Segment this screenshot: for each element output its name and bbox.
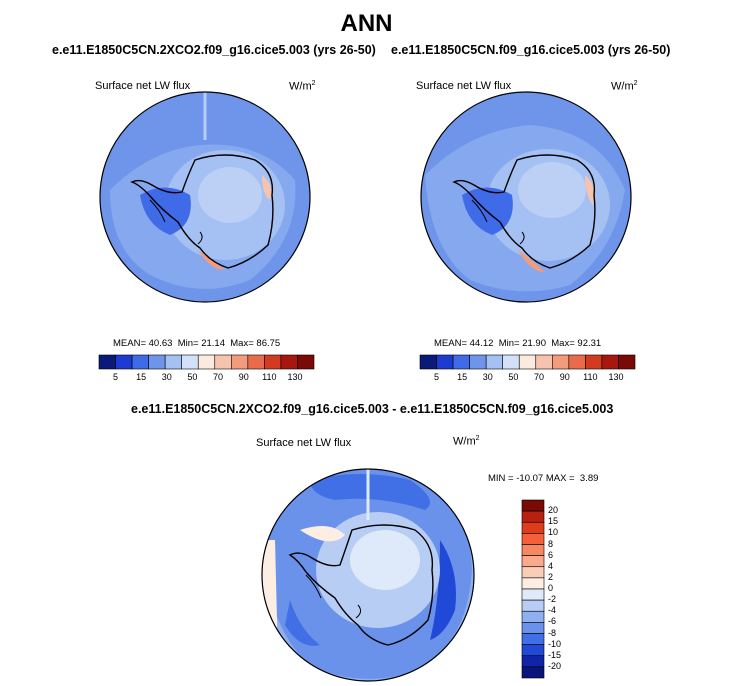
diff-colorbar-swatch (521, 655, 545, 668)
diff-colorbar-swatch (521, 521, 545, 534)
panel-1-units-label: W/m2 (289, 80, 316, 93)
diff-colorbar-swatch (521, 566, 545, 579)
diff-colorbar-tick-label: -20 (548, 660, 562, 671)
panel-2-colorbar-tick-label: 50 (508, 372, 519, 382)
panel-2-colorbar-swatch (618, 354, 636, 370)
diff-colorbar-tick-label: 2 (548, 571, 554, 582)
diff-colorbar-tick-label: -15 (548, 649, 562, 660)
diff-colorbar-tick-label: 20 (548, 505, 559, 516)
panel-1-colorbar-swatch (297, 354, 315, 370)
panel-2-colorbar-tick-label: 90 (559, 372, 570, 382)
panel-2-colorbar-tick-label: 130 (608, 372, 624, 382)
panel-2-antarctica-outline (452, 154, 596, 269)
panel-2-colorbar (419, 354, 636, 370)
diff-colorbar-tick-label: 15 (548, 516, 559, 527)
panel-1-variable-label: Surface net LW flux (95, 80, 191, 92)
panel-2-colorbar-tick-label: 5 (434, 372, 440, 382)
diff-colorbar-swatch (521, 633, 545, 645)
diff-colorbar-swatch (521, 622, 545, 634)
panel-1-colorbar-tick-label: 15 (136, 372, 147, 382)
panel-2-map-border (420, 91, 632, 303)
diff-colorbar-swatch (521, 510, 545, 523)
diff-colorbar-tick-label: -10 (548, 638, 562, 649)
panel-1-colorbar-tick-label: 30 (161, 372, 172, 382)
diff-colorbar-swatch (521, 610, 545, 623)
panel-1-colorbar-tick-label: 110 (262, 372, 277, 382)
diff-colorbar-swatch (521, 577, 545, 590)
page-title: ANN (340, 10, 393, 37)
diff-colorbar-swatch (521, 588, 545, 601)
diff-colorbar-swatch (521, 533, 545, 545)
panel-2-stats: MEAN= 44.12 Min= 21.90 Max= 92.31 (434, 338, 602, 349)
diff-colorbar-tick-label: 10 (548, 527, 559, 538)
panel-1-case-title: e.e11.E1850C5CN.2XCO2.f09_g16.cice5.003 … (52, 43, 376, 57)
diff-colorbar-swatch (521, 555, 545, 568)
diff-panel-antarctica-outline (288, 524, 434, 646)
diff-colorbar-tick-label: -6 (548, 616, 557, 627)
diff-panel-contours (262, 469, 474, 681)
diff-colorbar-tick-label: 4 (548, 560, 554, 571)
diff-colorbar-tick-label: -2 (548, 594, 557, 605)
diff-colorbar-tick-label: 6 (548, 549, 554, 560)
panel-2-case-title: e.e11.E1850C5CN.f09_g16.cice5.003 (yrs 2… (391, 43, 671, 57)
diff-colorbar-tick-label: -8 (548, 627, 557, 638)
diff-panel-units-label: W/m2 (453, 435, 480, 448)
diff-panel-stats: MIN = -10.07 MAX = 3.89 (488, 473, 599, 484)
panel-2-contours (421, 92, 631, 302)
panel-1-colorbar-tick-label: 50 (187, 372, 198, 382)
panel-1-colorbar-tick-label: 90 (238, 372, 249, 382)
panel-2-colorbar-tick-label: 70 (534, 372, 545, 382)
panel-1-colorbar (98, 354, 315, 370)
diff-colorbar-swatch (521, 499, 545, 512)
panel-2-variable-label: Surface net LW flux (416, 80, 512, 92)
panel-1-colorbar-tick-label: 70 (213, 372, 224, 382)
diff-colorbar-swatch (521, 599, 545, 612)
diff-colorbar-tick-label: 0 (548, 583, 554, 593)
diff-colorbar (521, 499, 545, 679)
diff-colorbar-swatch (521, 644, 545, 657)
diff-colorbar-swatch (521, 666, 545, 679)
diff-colorbar-tick-label: -4 (548, 605, 557, 616)
panel-1-antarctica-outline (130, 154, 274, 269)
diff-colorbar-swatch (521, 544, 545, 556)
panel-2-colorbar-tick-label: 30 (482, 372, 493, 382)
panel-1-stats: MEAN= 40.63 Min= 21.14 Max= 86.75 (113, 338, 281, 349)
diff-panel-title: e.e11.E1850C5CN.2XCO2.f09_g16.cice5.003 … (131, 402, 614, 416)
panel-1-colorbar-tick-label: 5 (113, 372, 119, 382)
panel-2-colorbar-tick-label: 110 (583, 372, 598, 382)
diff-panel-map-border (261, 468, 475, 682)
panel-2-units-label: W/m2 (611, 80, 638, 93)
panel-1-colorbar-tick-label: 130 (287, 372, 303, 382)
panel-2-colorbar-tick-label: 15 (457, 372, 468, 382)
diff-panel-variable-label: Surface net LW flux (256, 437, 352, 449)
diff-colorbar-tick-label: 8 (548, 538, 554, 549)
panel-1-map-border (99, 91, 311, 303)
